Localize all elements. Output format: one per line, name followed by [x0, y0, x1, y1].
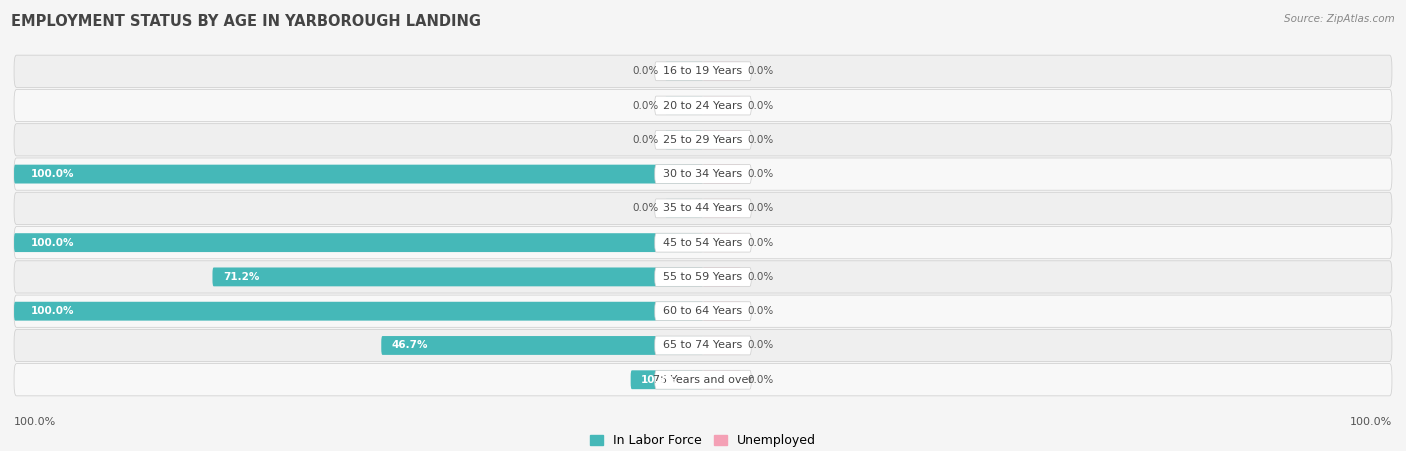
FancyBboxPatch shape: [14, 226, 1392, 259]
FancyBboxPatch shape: [665, 130, 703, 149]
Text: 100.0%: 100.0%: [14, 418, 56, 428]
FancyBboxPatch shape: [14, 261, 1392, 293]
Text: 55 to 59 Years: 55 to 59 Years: [664, 272, 742, 282]
FancyBboxPatch shape: [665, 199, 703, 218]
FancyBboxPatch shape: [655, 336, 751, 355]
FancyBboxPatch shape: [703, 96, 741, 115]
Text: 65 to 74 Years: 65 to 74 Years: [664, 341, 742, 350]
Text: 0.0%: 0.0%: [631, 101, 658, 110]
FancyBboxPatch shape: [14, 295, 1392, 327]
Text: 0.0%: 0.0%: [748, 66, 775, 76]
Text: EMPLOYMENT STATUS BY AGE IN YARBOROUGH LANDING: EMPLOYMENT STATUS BY AGE IN YARBOROUGH L…: [11, 14, 481, 28]
Text: 75 Years and over: 75 Years and over: [652, 375, 754, 385]
FancyBboxPatch shape: [14, 158, 1392, 190]
FancyBboxPatch shape: [381, 336, 703, 355]
FancyBboxPatch shape: [655, 62, 751, 81]
FancyBboxPatch shape: [655, 233, 751, 252]
FancyBboxPatch shape: [14, 364, 1392, 396]
Text: 35 to 44 Years: 35 to 44 Years: [664, 203, 742, 213]
Text: 0.0%: 0.0%: [748, 375, 775, 385]
FancyBboxPatch shape: [212, 267, 703, 286]
FancyBboxPatch shape: [703, 199, 741, 218]
Text: 0.0%: 0.0%: [748, 169, 775, 179]
Text: 100.0%: 100.0%: [31, 238, 75, 248]
FancyBboxPatch shape: [655, 267, 751, 286]
Text: 0.0%: 0.0%: [631, 66, 658, 76]
Text: 0.0%: 0.0%: [631, 135, 658, 145]
FancyBboxPatch shape: [655, 302, 751, 321]
FancyBboxPatch shape: [655, 165, 751, 184]
Text: 60 to 64 Years: 60 to 64 Years: [664, 306, 742, 316]
FancyBboxPatch shape: [703, 165, 741, 184]
Text: 0.0%: 0.0%: [631, 203, 658, 213]
FancyBboxPatch shape: [14, 192, 1392, 225]
FancyBboxPatch shape: [14, 302, 703, 321]
Text: 100.0%: 100.0%: [1350, 418, 1392, 428]
FancyBboxPatch shape: [14, 233, 703, 252]
FancyBboxPatch shape: [14, 165, 703, 184]
Text: 100.0%: 100.0%: [31, 306, 75, 316]
Text: 100.0%: 100.0%: [31, 169, 75, 179]
Text: Source: ZipAtlas.com: Source: ZipAtlas.com: [1284, 14, 1395, 23]
Text: 16 to 19 Years: 16 to 19 Years: [664, 66, 742, 76]
FancyBboxPatch shape: [665, 96, 703, 115]
FancyBboxPatch shape: [631, 370, 703, 389]
Text: 0.0%: 0.0%: [748, 101, 775, 110]
Text: 0.0%: 0.0%: [748, 272, 775, 282]
Text: 0.0%: 0.0%: [748, 135, 775, 145]
FancyBboxPatch shape: [703, 233, 741, 252]
Text: 45 to 54 Years: 45 to 54 Years: [664, 238, 742, 248]
FancyBboxPatch shape: [665, 62, 703, 81]
Text: 0.0%: 0.0%: [748, 341, 775, 350]
FancyBboxPatch shape: [655, 130, 751, 149]
FancyBboxPatch shape: [703, 62, 741, 81]
FancyBboxPatch shape: [703, 302, 741, 321]
FancyBboxPatch shape: [655, 199, 751, 218]
FancyBboxPatch shape: [655, 370, 751, 389]
Legend: In Labor Force, Unemployed: In Labor Force, Unemployed: [585, 429, 821, 451]
Text: 0.0%: 0.0%: [748, 238, 775, 248]
FancyBboxPatch shape: [703, 336, 741, 355]
FancyBboxPatch shape: [14, 124, 1392, 156]
Text: 0.0%: 0.0%: [748, 306, 775, 316]
Text: 0.0%: 0.0%: [748, 203, 775, 213]
FancyBboxPatch shape: [14, 55, 1392, 87]
FancyBboxPatch shape: [703, 370, 741, 389]
Text: 30 to 34 Years: 30 to 34 Years: [664, 169, 742, 179]
FancyBboxPatch shape: [703, 130, 741, 149]
FancyBboxPatch shape: [14, 329, 1392, 362]
FancyBboxPatch shape: [703, 267, 741, 286]
Text: 46.7%: 46.7%: [392, 341, 427, 350]
Text: 10.5%: 10.5%: [641, 375, 678, 385]
Text: 71.2%: 71.2%: [222, 272, 259, 282]
FancyBboxPatch shape: [14, 89, 1392, 122]
Text: 25 to 29 Years: 25 to 29 Years: [664, 135, 742, 145]
FancyBboxPatch shape: [655, 96, 751, 115]
Text: 20 to 24 Years: 20 to 24 Years: [664, 101, 742, 110]
